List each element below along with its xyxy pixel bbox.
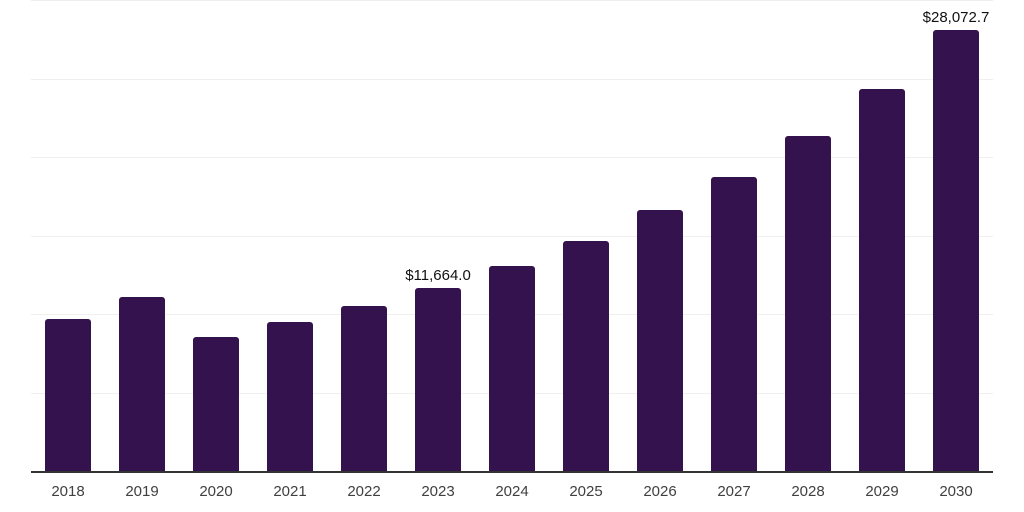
- x-tick-2030: 2030: [939, 483, 973, 500]
- x-tick-2024: 2024: [495, 483, 529, 500]
- bar-2029: [859, 88, 905, 471]
- value-label-2023: $11,664.0: [405, 266, 471, 284]
- gridline-20000: [31, 157, 993, 158]
- x-tick-2027: 2027: [717, 483, 751, 500]
- bar-2030: [933, 30, 979, 471]
- x-tick-2023: 2023: [421, 483, 455, 500]
- bar-2020: [193, 336, 239, 471]
- gridline-15000: [31, 235, 993, 237]
- bar-2024: [489, 265, 535, 471]
- x-tick-2025: 2025: [569, 483, 603, 500]
- bar-2021: [267, 322, 313, 471]
- bar-2018: [45, 319, 91, 471]
- x-tick-2029: 2029: [865, 483, 899, 500]
- value-label-2030: $28,072.7: [922, 9, 990, 27]
- x-tick-2026: 2026: [643, 483, 677, 500]
- plot-area: $11,664.0 $28,072.7: [31, 0, 993, 473]
- x-tick-2020: 2020: [199, 483, 233, 500]
- x-axis: 2018 2019 2020 2021 2022 2023 2024 2025 2026 2027…: [31, 483, 993, 503]
- bar-2026: [637, 210, 683, 471]
- x-tick-2019: 2019: [125, 483, 159, 500]
- bar-2027: [711, 177, 757, 471]
- bar-2025: [563, 241, 609, 471]
- bar-2022: [341, 306, 387, 471]
- x-tick-2021: 2021: [273, 483, 307, 500]
- x-tick-2018: 2018: [51, 483, 85, 500]
- gridline-25000: [31, 78, 993, 80]
- gridline-30000: [31, 0, 993, 1]
- bar-2019: [119, 297, 165, 471]
- bar-2023: [415, 287, 461, 471]
- x-tick-2022: 2022: [347, 483, 381, 500]
- x-tick-2028: 2028: [791, 483, 825, 500]
- bar-2028: [785, 136, 831, 471]
